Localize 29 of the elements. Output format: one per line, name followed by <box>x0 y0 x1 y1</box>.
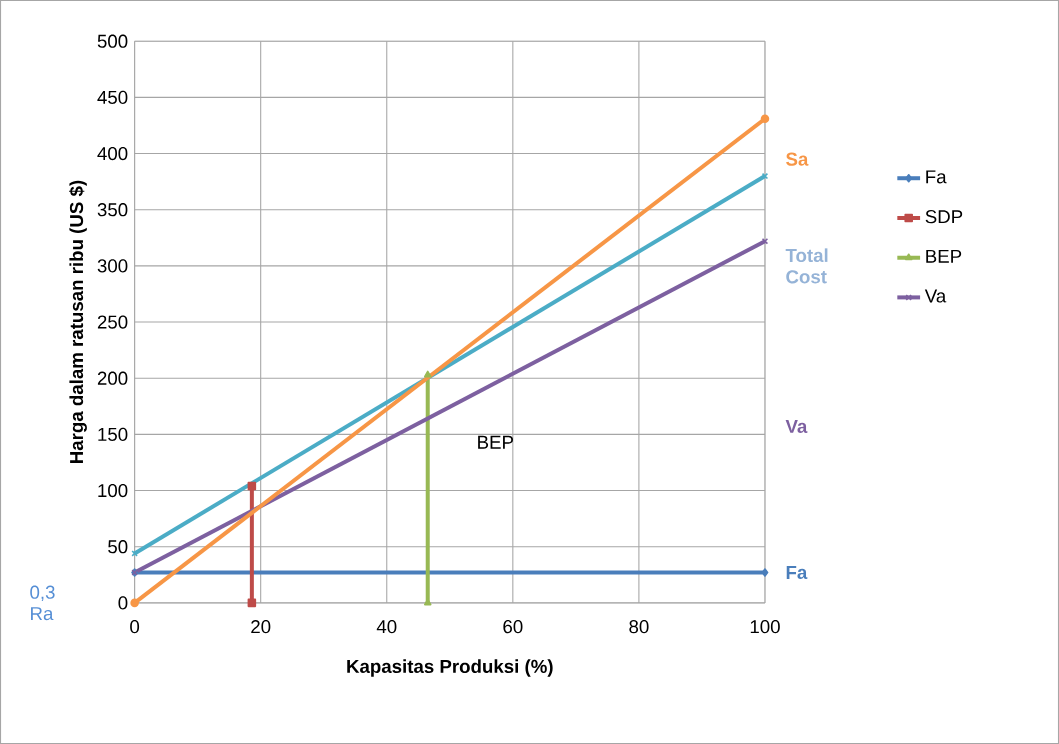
y-tick-label: 500 <box>97 34 128 48</box>
x-axis-title: Kapasitas Produksi (%) <box>347 659 553 677</box>
legend-label: Va <box>924 289 947 303</box>
y-tick-label: 350 <box>97 203 128 217</box>
y-tick-label: 200 <box>97 371 128 385</box>
annotation: BEP <box>478 435 514 449</box>
y-tick-label: 50 <box>108 540 128 554</box>
x-tick-label: 60 <box>503 619 523 634</box>
y-axis-title: Harga dalam ratusan ribu (US $) <box>69 180 87 463</box>
y-tick-label: 300 <box>97 259 128 273</box>
y-tick-label: 0 <box>118 596 128 610</box>
x-tick-label: 100 <box>750 619 780 634</box>
y-tick-label: 250 <box>97 315 128 329</box>
text: Sa <box>786 152 809 166</box>
text: Total Cost <box>785 248 828 284</box>
x-tick-label: 80 <box>629 619 649 634</box>
y-tick-label: 150 <box>98 427 128 441</box>
text: 0,3 Ra <box>30 585 55 621</box>
y-tick-label: 400 <box>97 146 128 161</box>
text: Fa <box>786 565 808 579</box>
y-tick-label: 450 <box>97 90 128 104</box>
text: Va <box>785 419 808 433</box>
legend-label: Fa <box>926 170 947 184</box>
x-tick-label: 0 <box>130 619 140 634</box>
legend-label: BEP <box>926 249 962 263</box>
y-tick-label: 100 <box>98 483 128 498</box>
x-tick-label: 40 <box>376 619 397 634</box>
x-tick-label: 20 <box>251 619 271 634</box>
legend-label: SDP <box>925 209 963 224</box>
